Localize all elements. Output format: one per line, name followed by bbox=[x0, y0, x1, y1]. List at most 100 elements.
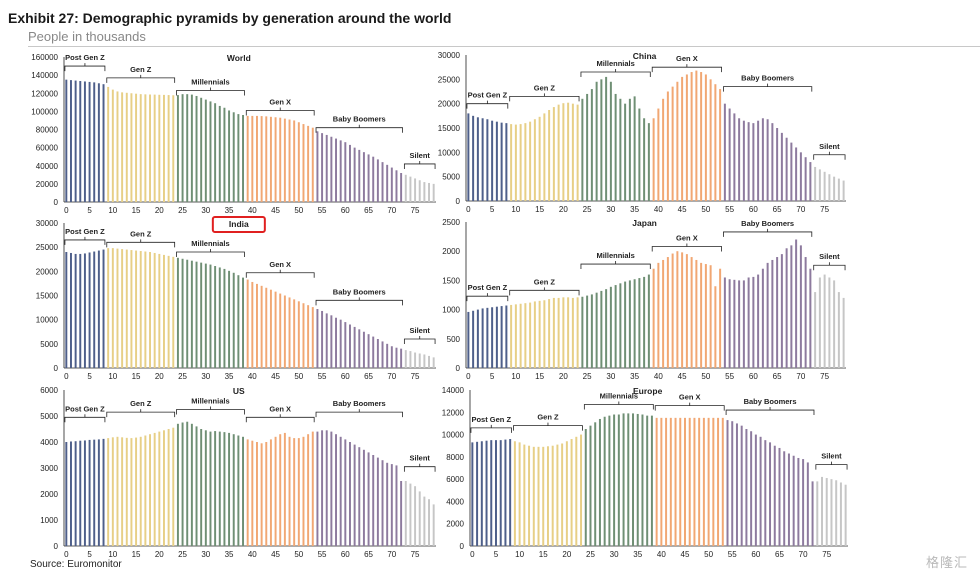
india-x-tick-label: 5 bbox=[87, 372, 92, 381]
europe-label-silent: Silent bbox=[821, 452, 842, 461]
us-bar-baby-boomers-age-66 bbox=[372, 455, 375, 546]
world-bar-baby-boomers-age-69 bbox=[386, 164, 389, 202]
japan-bar-gen-x-age-41 bbox=[662, 259, 665, 368]
us-bar-gen-z-age-23 bbox=[172, 427, 175, 546]
japan-bar-millennials-age-38 bbox=[647, 274, 650, 368]
us-bar-baby-boomers-age-59 bbox=[339, 436, 342, 546]
china-bar-gen-x-age-43 bbox=[671, 86, 674, 201]
us-bar-silent-age-76 bbox=[418, 491, 421, 546]
us-bar-millennials-age-35 bbox=[228, 432, 231, 546]
us-bar-gen-x-age-40 bbox=[251, 440, 254, 546]
europe-bar-gen-x-age-49 bbox=[702, 417, 705, 546]
japan-bar-millennials-age-31 bbox=[614, 285, 617, 368]
europe-bracket-gen-x bbox=[654, 402, 725, 411]
china-label-post-gen-z: Post Gen Z bbox=[468, 91, 508, 100]
china-bracket-silent bbox=[813, 151, 846, 160]
world-bar-baby-boomers-age-60 bbox=[344, 142, 347, 202]
japan-bar-silent-age-73 bbox=[814, 292, 817, 368]
japan-chart-title: Japan bbox=[632, 218, 657, 228]
china-bar-millennials-age-32 bbox=[619, 98, 622, 201]
china-bar-gen-x-age-40 bbox=[657, 108, 660, 201]
world-bar-gen-z-age-16 bbox=[139, 94, 142, 202]
india-bar-gen-x-age-48 bbox=[288, 297, 291, 368]
europe-x-tick-label: 10 bbox=[515, 550, 524, 559]
india-label-gen-z: Gen Z bbox=[130, 229, 152, 238]
india-x-tick-label: 55 bbox=[318, 372, 327, 381]
world-bar-gen-z-age-15 bbox=[135, 93, 138, 202]
europe-x-tick-label: 55 bbox=[728, 550, 737, 559]
us-x-tick-label: 35 bbox=[225, 550, 234, 559]
china-bar-baby-boomers-age-55 bbox=[728, 108, 731, 201]
india-x-tick-label: 10 bbox=[108, 372, 117, 381]
china-bar-silent-age-74 bbox=[818, 169, 821, 201]
japan-bar-silent-age-76 bbox=[828, 277, 831, 368]
japan-x-tick-label: 75 bbox=[820, 372, 829, 381]
india-bar-gen-z-age-20 bbox=[158, 253, 161, 368]
world-x-tick-label: 5 bbox=[87, 206, 92, 215]
india-bar-gen-x-age-41 bbox=[255, 283, 258, 368]
us-bar-post-gen-z-age-2 bbox=[74, 441, 77, 546]
title-divider bbox=[28, 46, 980, 47]
china-bar-gen-z-age-21 bbox=[567, 102, 570, 201]
india-x-tick-label: 25 bbox=[178, 372, 187, 381]
world-x-tick-label: 30 bbox=[201, 206, 210, 215]
china-bracket-post-gen-z bbox=[466, 100, 509, 109]
europe-bar-baby-boomers-age-62 bbox=[764, 440, 767, 546]
china-chart-title: China bbox=[633, 51, 657, 61]
europe-label-baby-boomers: Baby Boomers bbox=[744, 397, 797, 406]
europe-bar-millennials-age-36 bbox=[641, 414, 644, 546]
world-x-tick-label: 45 bbox=[271, 206, 280, 215]
us-bar-post-gen-z-age-5 bbox=[88, 439, 91, 546]
japan-y-tick-label: 2000 bbox=[442, 247, 460, 256]
world-bar-baby-boomers-age-71 bbox=[395, 170, 398, 202]
india-chart-title: India bbox=[229, 219, 249, 229]
us-bar-baby-boomers-age-60 bbox=[344, 439, 347, 546]
europe-bar-gen-x-age-39 bbox=[655, 417, 658, 546]
china-y-tick-label: 15000 bbox=[438, 124, 461, 133]
china-bar-gen-z-age-15 bbox=[538, 116, 541, 201]
world-label-gen-x: Gen X bbox=[269, 97, 291, 106]
china-label-gen-x: Gen X bbox=[676, 54, 698, 63]
china-bar-gen-x-age-47 bbox=[690, 72, 693, 202]
world-bar-millennials-age-24 bbox=[176, 95, 179, 202]
japan-bar-millennials-age-32 bbox=[619, 283, 622, 368]
us-bar-millennials-age-26 bbox=[186, 421, 189, 546]
japan-bar-gen-z-age-17 bbox=[548, 299, 551, 368]
europe-bar-baby-boomers-age-67 bbox=[787, 453, 790, 546]
india-bar-silent-age-74 bbox=[409, 351, 412, 368]
europe-bar-gen-x-age-45 bbox=[683, 417, 686, 546]
china-y-tick-label: 30000 bbox=[438, 51, 461, 60]
us-y-tick-label: 5000 bbox=[40, 412, 58, 421]
world-bar-gen-z-age-20 bbox=[158, 94, 161, 202]
japan-bar-millennials-age-37 bbox=[643, 276, 646, 368]
china-bar-millennials-age-29 bbox=[605, 76, 608, 201]
china-bar-millennials-age-28 bbox=[600, 79, 603, 201]
china-label-gen-z: Gen Z bbox=[534, 83, 556, 92]
world-bar-gen-z-age-9 bbox=[107, 86, 110, 202]
china-bar-millennials-age-33 bbox=[624, 103, 627, 201]
europe-bar-baby-boomers-age-65 bbox=[778, 447, 781, 546]
world-bar-silent-age-74 bbox=[409, 176, 412, 202]
europe-bar-baby-boomers-age-68 bbox=[792, 455, 795, 546]
world-bar-gen-z-age-18 bbox=[149, 94, 152, 202]
india-bar-millennials-age-28 bbox=[195, 261, 198, 368]
india-x-tick-label: 60 bbox=[341, 372, 350, 381]
japan-bracket-baby-boomers bbox=[723, 228, 813, 237]
europe-x-tick-label: 40 bbox=[657, 550, 666, 559]
us-bar-baby-boomers-age-56 bbox=[325, 430, 328, 546]
us-bar-millennials-age-28 bbox=[195, 426, 198, 546]
china-bar-silent-age-77 bbox=[833, 176, 836, 201]
europe-x-tick-label: 0 bbox=[470, 550, 475, 559]
japan-bar-baby-boomers-age-55 bbox=[728, 279, 731, 368]
world-bar-silent-age-73 bbox=[404, 174, 407, 202]
europe-x-tick-label: 20 bbox=[562, 550, 571, 559]
china-bar-gen-z-age-10 bbox=[514, 124, 517, 201]
world-bar-gen-x-age-49 bbox=[293, 120, 296, 202]
china-bar-gen-z-age-11 bbox=[519, 124, 522, 201]
india-bar-post-gen-z-age-2 bbox=[74, 253, 77, 368]
europe-bar-millennials-age-25 bbox=[589, 425, 592, 546]
us-bar-baby-boomers-age-72 bbox=[400, 481, 403, 546]
india-x-tick-label: 20 bbox=[155, 372, 164, 381]
us-bar-silent-age-78 bbox=[428, 499, 431, 546]
us-y-tick-label: 1000 bbox=[40, 516, 58, 525]
